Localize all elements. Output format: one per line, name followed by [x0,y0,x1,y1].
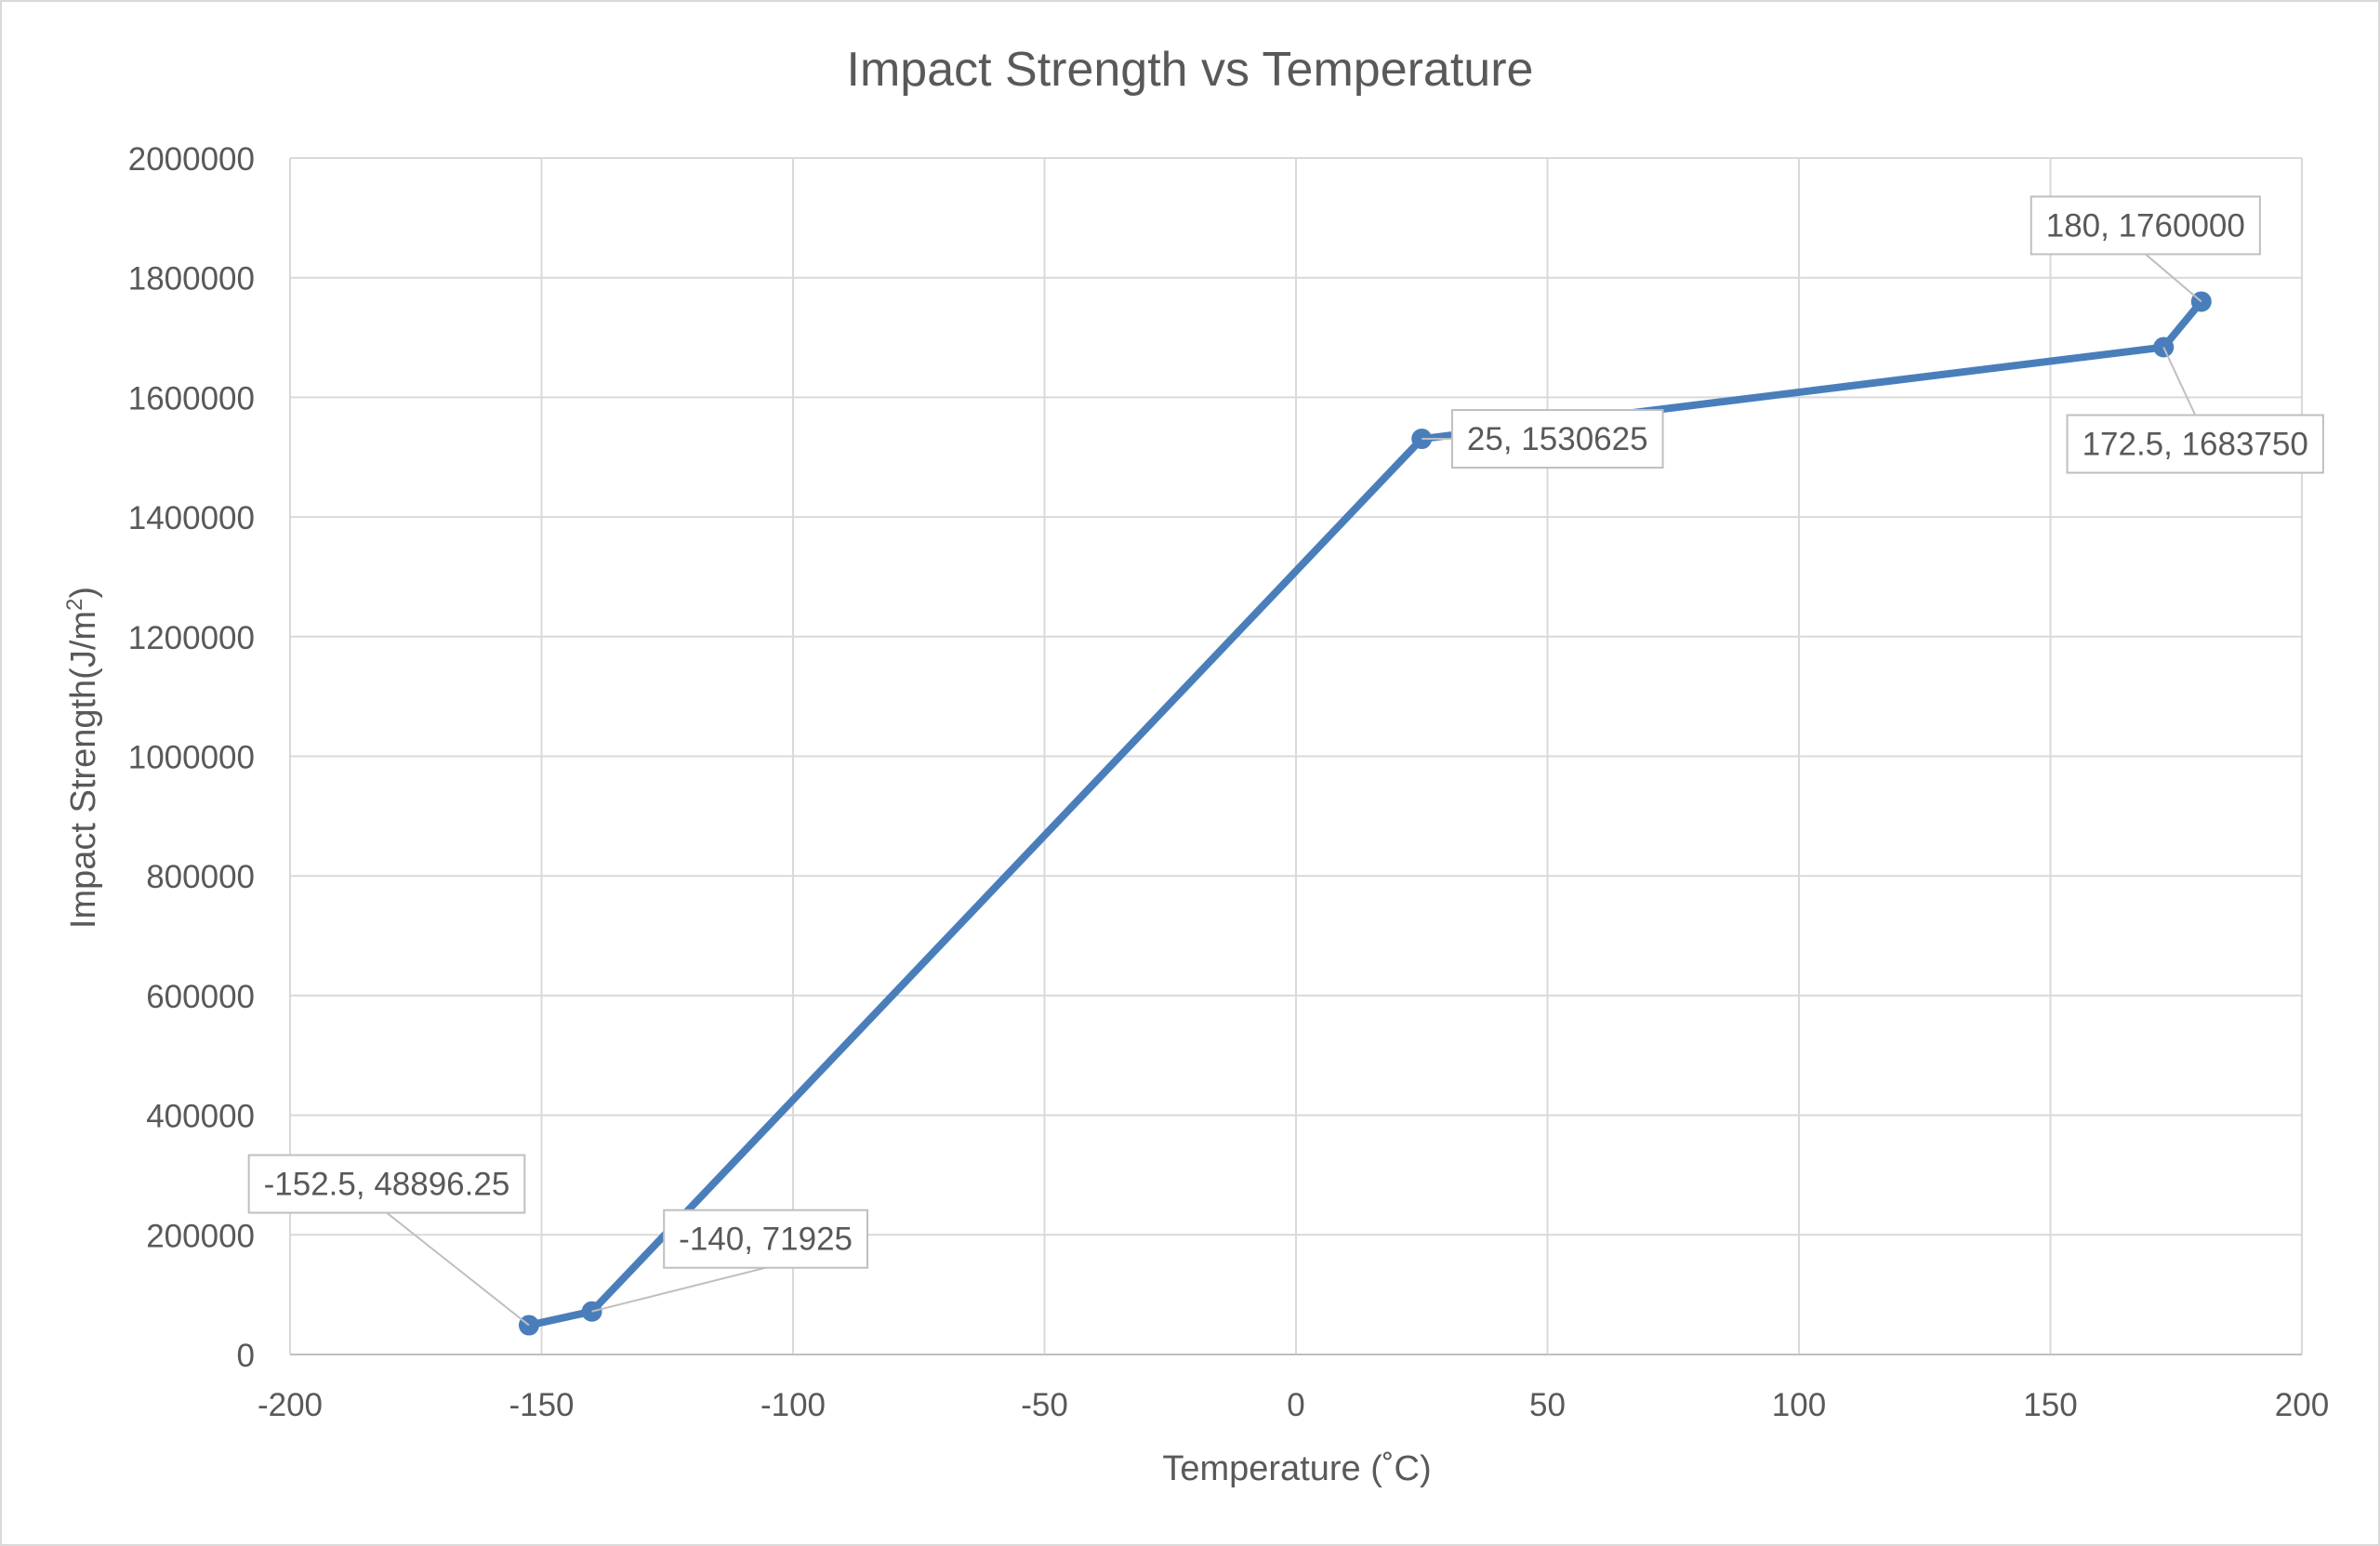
data-label-callout: -152.5, 48896.25 [247,1154,530,1327]
x-tick-label: 0 [1287,1387,1304,1423]
data-label-box [247,1154,526,1214]
y-tick-label: 1000000 [128,740,255,776]
data-label-text: 172.5, 1683750 [2082,427,2308,463]
y-tick-label: 1600000 [128,380,255,416]
data-label-callout: 172.5, 1683750 [2066,347,2324,474]
x-tick-label: 200 [2275,1387,2329,1423]
x-tick-label: -100 [760,1387,826,1423]
data-label-callout: -140, 71925 [591,1209,869,1313]
x-tick-label: -150 [509,1387,574,1423]
x-tick-label: 150 [2023,1387,2077,1423]
data-label-leader [2145,253,2202,303]
y-tick-label: 2000000 [128,141,255,178]
y-tick-label: 600000 [146,979,255,1015]
data-label-box [2066,414,2324,474]
data-label-leader [591,1266,766,1313]
data-label-text: -152.5, 48896.25 [264,1167,510,1203]
y-axis-title: Impact Strength(J/m2) [62,587,103,929]
data-label-leader [2162,347,2197,416]
data-labels: -152.5, 48896.25 -140, 71925 25, 1530625 17… [247,195,2324,1327]
data-label-text: -140, 71925 [679,1222,853,1258]
y-axis-title-text: Impact Strength(J/m [64,611,103,929]
x-tick-label: -50 [1021,1387,1068,1423]
x-tick-label: 100 [1772,1387,1826,1423]
y-tick-label: 1800000 [128,261,255,297]
data-label-text: 25, 1530625 [1467,421,1648,457]
y-tick-label: 800000 [146,859,255,895]
y-tick-label: 200000 [146,1218,255,1254]
data-label-callout: 25, 1530625 [1421,409,1664,469]
y-axis-title-close: ) [64,587,103,599]
chart-title: Impact Strength vs Temperature [847,43,1534,97]
x-axis-title: Temperature (˚C) [1162,1449,1431,1488]
y-tick-label: 1400000 [128,500,255,536]
data-label-box [2030,195,2261,256]
y-tick-label: 0 [237,1338,255,1374]
axes: 0 200000 400000 600000 800000 1000000 1200000 1… [128,141,2329,1423]
data-label-box [1450,409,1664,469]
x-tick-label: -200 [258,1387,323,1423]
x-tick-label: 50 [1529,1387,1566,1423]
y-axis-title-superscript: 2 [62,599,87,611]
data-label-box [663,1209,869,1269]
y-tick-label: 400000 [146,1099,255,1135]
data-label-leader [386,1211,530,1327]
gridlines [289,157,2303,1354]
data-label-callout: 180, 1760000 [2030,195,2261,303]
y-tick-label: 1200000 [128,620,255,656]
data-label-text: 180, 1760000 [2046,207,2245,244]
